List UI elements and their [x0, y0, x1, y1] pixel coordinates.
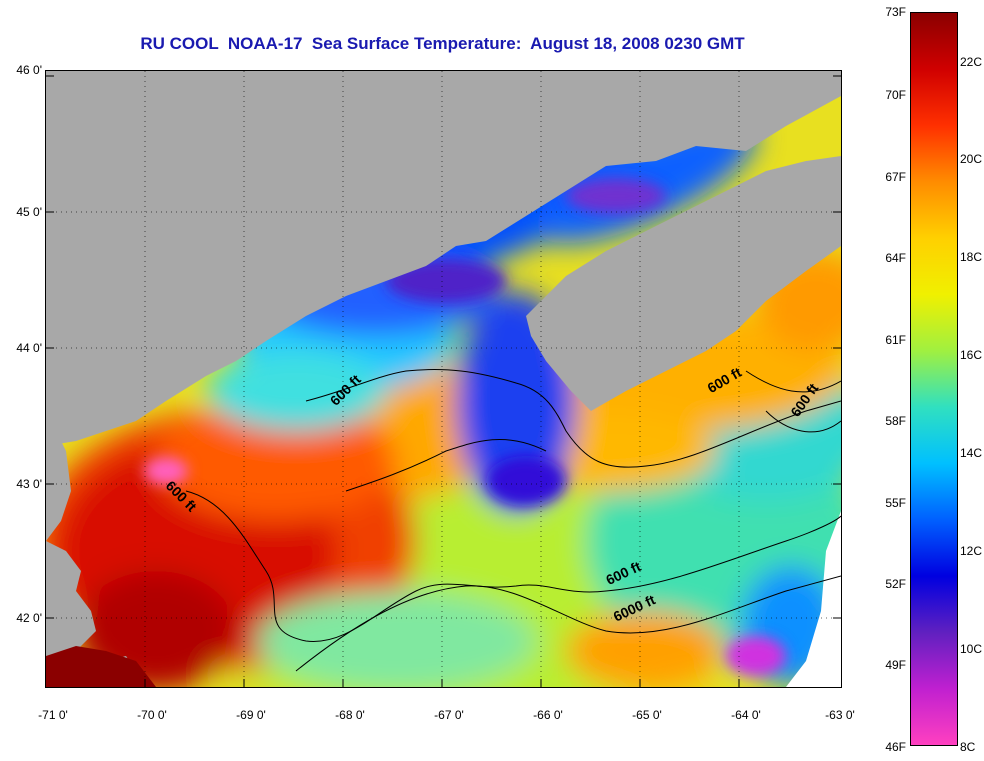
colorbar-f-label: 49F [885, 658, 906, 672]
colorbar-c-label: 22C [960, 55, 983, 69]
sst-map [45, 70, 842, 688]
colorbar-f-label: 58F [885, 414, 906, 428]
colorbar-c-label: 8C [960, 740, 976, 754]
colorbar-c-label: 10C [960, 642, 983, 656]
lon-label-69: -69 0' [236, 708, 266, 722]
colorbar-c-label: 20C [960, 152, 983, 166]
map-title: RU COOL NOAA-17 Sea Surface Temperature:… [140, 34, 745, 53]
colorbar-f-label: 61F [885, 333, 906, 347]
lon-label-65: -65 0' [632, 708, 662, 722]
lat-label-44: 44 0' [16, 341, 42, 355]
lat-label-45: 45 0' [16, 205, 42, 219]
lon-label-68: -68 0' [335, 708, 365, 722]
colorbar-c-label: 18C [960, 250, 983, 264]
sst-field [46, 71, 841, 687]
land-masses [46, 71, 841, 687]
lon-label-63: -63 0' [825, 708, 855, 722]
lon-label-70: -70 0' [137, 708, 167, 722]
colorbar-f-label: 67F [885, 170, 906, 184]
temperature-colorbar [910, 12, 958, 746]
colorbar-f-label: 64F [885, 251, 906, 265]
colorbar-c-label: 12C [960, 544, 983, 558]
colorbar-f-label: 46F [885, 740, 906, 754]
lat-label-42: 42 0' [16, 611, 42, 625]
lon-label-67: -67 0' [434, 708, 464, 722]
colorbar-f-label: 70F [885, 88, 906, 102]
lat-label-46: 46 0' [16, 63, 42, 77]
colorbar-c-label: 14C [960, 446, 983, 460]
colorbar-f-label: 52F [885, 577, 906, 591]
lon-label-66: -66 0' [533, 708, 563, 722]
lon-label-71: -71 0' [38, 708, 68, 722]
lon-label-64: -64 0' [731, 708, 761, 722]
colorbar-c-label: 16C [960, 348, 983, 362]
colorbar-f-label: 73F [885, 5, 906, 19]
lat-label-43: 43 0' [16, 477, 42, 491]
colorbar-f-label: 55F [885, 496, 906, 510]
axis-ticks [46, 75, 841, 687]
depth-contours [185, 369, 841, 672]
